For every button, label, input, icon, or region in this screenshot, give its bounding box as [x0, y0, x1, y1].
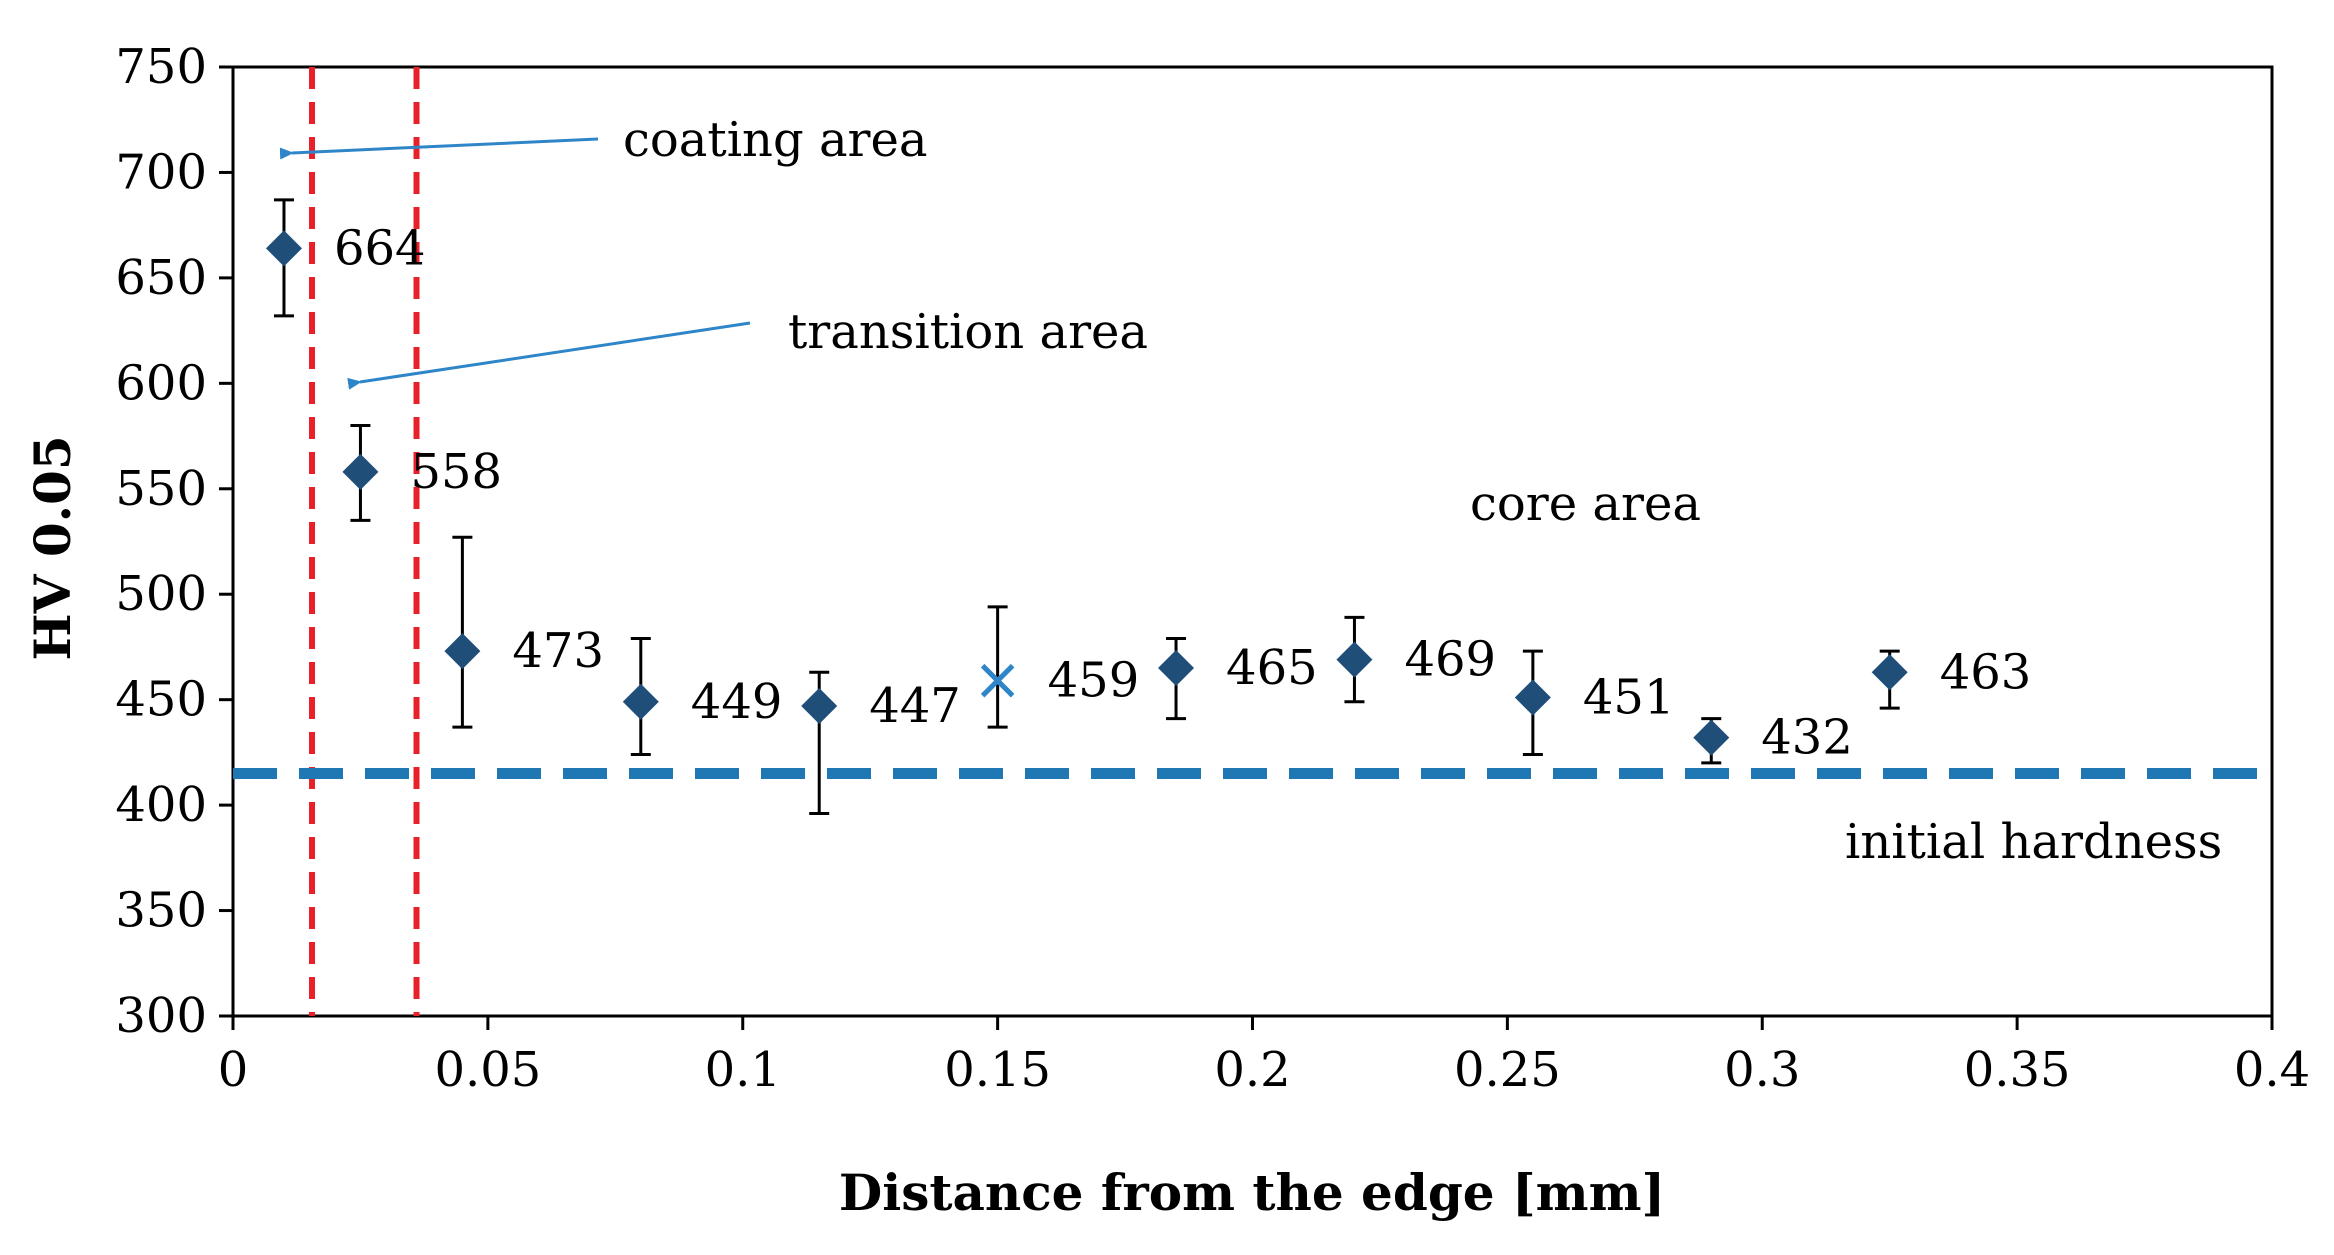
y-axis: 300 350 400 450 500 550 600 650 700 750 [115, 39, 233, 1044]
x-tick-label: 0.35 [1964, 1042, 2071, 1098]
data-point-x [980, 663, 1015, 698]
coating-area-label: coating area [623, 112, 928, 168]
data-point [801, 687, 838, 724]
x-axis: 0 0.05 0.1 0.15 0.2 0.25 0.3 0.35 0.4 [218, 1016, 2310, 1098]
data-label: 469 [1404, 632, 1496, 688]
x-tick-label: 0 [218, 1042, 249, 1098]
data-label: 463 [1940, 644, 2032, 700]
reference-lines [233, 67, 2272, 1016]
x-tick-label: 0.25 [1454, 1042, 1561, 1098]
x-axis-title: Distance from the edge [mm] [839, 1163, 1665, 1222]
y-tick-label: 400 [115, 777, 207, 833]
core-area-label: core area [1470, 476, 1701, 532]
y-tick-label: 450 [115, 672, 207, 728]
data-points [265, 230, 1908, 756]
initial-hardness-label: initial hardness [1845, 814, 2222, 870]
plot-frame [231, 65, 2274, 1018]
x-tick-label: 0.1 [705, 1042, 781, 1098]
y-tick-label: 750 [115, 39, 207, 95]
y-tick-label: 700 [115, 144, 207, 200]
data-point [1336, 641, 1373, 678]
y-tick-label: 550 [115, 461, 207, 517]
data-point [1693, 719, 1730, 756]
y-tick-label: 600 [115, 355, 207, 411]
data-point [1514, 679, 1551, 716]
data-point [444, 633, 481, 670]
data-point [1871, 654, 1908, 691]
data-label: 432 [1761, 710, 1853, 766]
data-point [1158, 650, 1195, 687]
error-bars [273, 198, 1900, 816]
data-label: 473 [512, 623, 604, 679]
data-label: 558 [410, 444, 502, 500]
data-label: 465 [1226, 640, 1318, 696]
data-label: 459 [1048, 653, 1140, 709]
data-labels: 664 558 473 449 447 459 465 469 451 432 463 [334, 220, 2031, 765]
coating-area-arrow [279, 137, 599, 160]
x-tick-label: 0.2 [1214, 1042, 1290, 1098]
transition-area-label: transition area [788, 304, 1148, 360]
y-tick-label: 350 [115, 883, 207, 939]
data-point [622, 683, 659, 720]
y-axis-title: HV 0.05 [23, 435, 82, 660]
data-label: 451 [1583, 670, 1675, 726]
y-tick-label: 500 [115, 566, 207, 622]
x-tick-label: 0.4 [2234, 1042, 2310, 1098]
data-point [342, 453, 379, 490]
data-point [265, 230, 302, 267]
transition-area-arrow [347, 321, 751, 390]
x-tick-label: 0.15 [944, 1042, 1051, 1098]
y-tick-label: 650 [115, 250, 207, 306]
data-label: 447 [869, 678, 961, 734]
y-tick-label: 300 [115, 988, 207, 1044]
data-label: 449 [691, 674, 783, 730]
x-tick-label: 0.3 [1724, 1042, 1800, 1098]
x-tick-label: 0.05 [434, 1042, 541, 1098]
data-label: 664 [334, 220, 426, 276]
